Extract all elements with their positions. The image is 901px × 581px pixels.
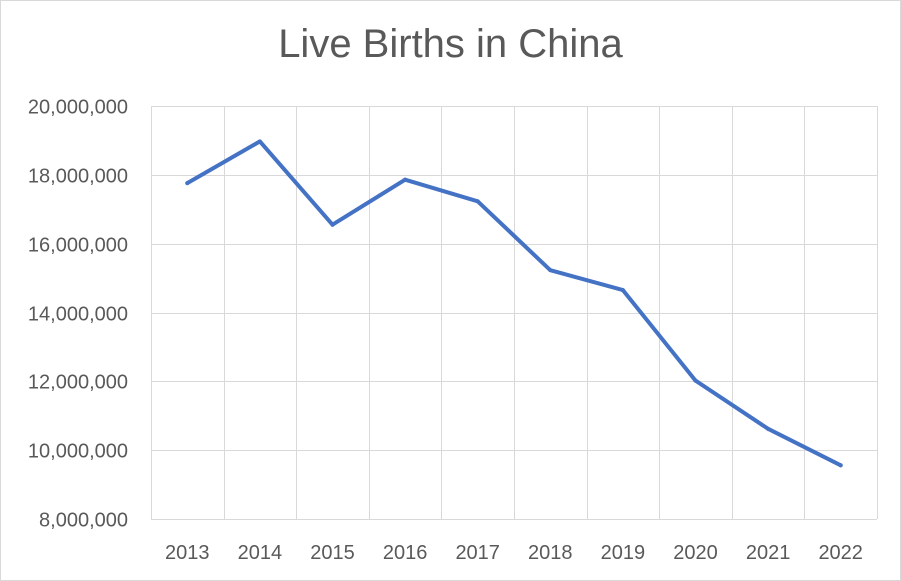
- data-point: [838, 463, 843, 468]
- y-tick-label: 16,000,000: [28, 235, 128, 257]
- data-point: [185, 181, 190, 186]
- data-point: [257, 139, 262, 144]
- x-tick-label: 2016: [383, 542, 428, 564]
- x-tick-label: 2014: [238, 542, 283, 564]
- series-line: [185, 139, 843, 468]
- y-tick-label: 8,000,000: [39, 510, 128, 532]
- data-point: [330, 222, 335, 227]
- x-tick-label: 2022: [818, 542, 863, 564]
- x-tick-label: 2013: [165, 542, 210, 564]
- data-point: [475, 199, 480, 204]
- data-point: [403, 177, 408, 182]
- x-tick-label: 2021: [746, 542, 791, 564]
- y-tick-label: 12,000,000: [28, 372, 128, 394]
- y-tick-label: 20,000,000: [28, 97, 128, 119]
- x-tick-label: 2015: [310, 542, 355, 564]
- x-tick-label: 2018: [528, 542, 573, 564]
- x-tick-label: 2017: [455, 542, 500, 564]
- y-tick-label: 10,000,000: [28, 441, 128, 463]
- data-point: [766, 426, 771, 431]
- x-tick-label: 2020: [673, 542, 718, 564]
- y-tick-label: 14,000,000: [28, 304, 128, 326]
- data-point: [693, 378, 698, 383]
- chart-title: Live Births in China: [278, 22, 623, 66]
- x-tick-label: 2019: [601, 542, 646, 564]
- y-tick-label: 18,000,000: [28, 166, 128, 188]
- data-point: [620, 288, 625, 293]
- data-point: [548, 268, 553, 273]
